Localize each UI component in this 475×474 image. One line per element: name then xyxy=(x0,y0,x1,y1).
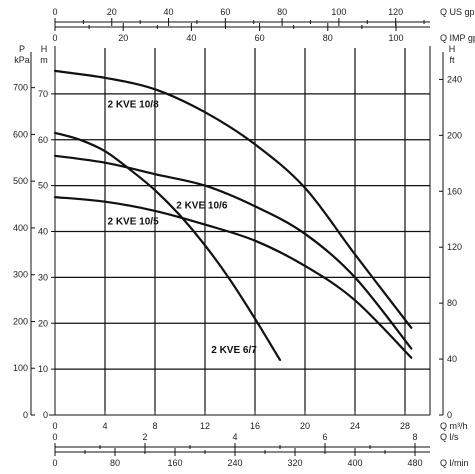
m-tick-label: 70 xyxy=(38,89,48,99)
axes: 010203040506070Hm0100200300400500600700P… xyxy=(13,7,475,468)
usgpm-tick-label: 20 xyxy=(107,7,117,17)
kpa-tick-label: 500 xyxy=(13,176,28,186)
m-tick-label: 50 xyxy=(38,181,48,191)
kpa-tick-label: 600 xyxy=(13,129,28,139)
m3h-tick-label: 16 xyxy=(250,421,260,431)
m3h-tick-label: 0 xyxy=(52,421,57,431)
ft-tick-label: 160 xyxy=(447,186,462,196)
curve-2-kve-10-6 xyxy=(53,154,413,350)
m3h-tick-label: 12 xyxy=(200,421,210,431)
lmin-tick-label: 0 xyxy=(52,458,57,468)
impgpm-tick-label: 100 xyxy=(388,33,403,43)
curves xyxy=(53,69,413,361)
curve-2-kve-10-5 xyxy=(53,196,413,359)
ls-tick-label: 6 xyxy=(322,432,327,442)
impgpm-tick-label: 40 xyxy=(186,33,196,43)
impgpm-unit: Q IMP gpm xyxy=(440,33,475,43)
usgpm-tick-label: 0 xyxy=(52,7,57,17)
kpa-tick-label: 300 xyxy=(13,270,28,280)
curve-label: 2 KVE 10/6 xyxy=(176,201,228,212)
kpa-tick-label: 0 xyxy=(23,410,28,420)
lmin-tick-label: 240 xyxy=(227,458,242,468)
m-tick-label: 40 xyxy=(38,227,48,237)
m-tick-label: 60 xyxy=(38,135,48,145)
ft-tick-label: 40 xyxy=(447,354,457,364)
lmin-unit: Q l/min xyxy=(440,458,469,468)
usgpm-tick-label: 120 xyxy=(388,7,403,17)
m3h-tick-label: 24 xyxy=(350,421,360,431)
kpa-unit-bottom: kPa xyxy=(14,55,30,65)
impgpm-tick-label: 80 xyxy=(323,33,333,43)
usgpm-tick-label: 100 xyxy=(331,7,346,17)
m-tick-label: 30 xyxy=(38,272,48,282)
grid xyxy=(55,48,430,411)
ft-tick-label: 0 xyxy=(447,410,452,420)
ls-tick-label: 2 xyxy=(142,432,147,442)
m3h-tick-label: 20 xyxy=(300,421,310,431)
ls-unit: Q l/s xyxy=(440,432,459,442)
m-tick-label: 10 xyxy=(38,364,48,374)
m-unit-bottom: m xyxy=(40,55,48,65)
curve-label: 2 KVE 10/5 xyxy=(108,217,160,228)
lmin-tick-label: 480 xyxy=(407,458,422,468)
usgpm-tick-label: 40 xyxy=(164,7,174,17)
ft-unit-top: H xyxy=(449,44,456,54)
ft-tick-label: 200 xyxy=(447,130,462,140)
ls-tick-label: 8 xyxy=(412,432,417,442)
lmin-tick-label: 400 xyxy=(347,458,362,468)
impgpm-tick-label: 0 xyxy=(52,33,57,43)
usgpm-unit: Q US gpm xyxy=(440,7,475,17)
impgpm-tick-label: 60 xyxy=(255,33,265,43)
kpa-tick-label: 100 xyxy=(13,363,28,373)
curve-2-kve-6-7 xyxy=(53,131,282,361)
ft-unit-bottom: ft xyxy=(449,55,455,65)
ls-tick-label: 0 xyxy=(52,432,57,442)
kpa-tick-label: 700 xyxy=(13,83,28,93)
lmin-tick-label: 320 xyxy=(287,458,302,468)
m3h-tick-label: 8 xyxy=(152,421,157,431)
curve-label: 2 KVE 10/8 xyxy=(108,100,160,111)
m-tick-label: 0 xyxy=(43,410,48,420)
m3h-tick-label: 4 xyxy=(102,421,107,431)
kpa-tick-label: 200 xyxy=(13,316,28,326)
m3h-unit: Q m³/h xyxy=(440,421,468,431)
ls-tick-label: 4 xyxy=(232,432,237,442)
curve-labels: 2 KVE 10/8 2 KVE 10/6 2 KVE 10/5 2 KVE 6/7 xyxy=(108,100,258,356)
m3h-tick-label: 28 xyxy=(400,421,410,431)
lmin-tick-label: 80 xyxy=(110,458,120,468)
curve-label: 2 KVE 6/7 xyxy=(211,345,257,356)
lmin-tick-label: 160 xyxy=(167,458,182,468)
usgpm-tick-label: 60 xyxy=(220,7,230,17)
kpa-unit-top: P xyxy=(19,44,25,54)
m-tick-label: 20 xyxy=(38,318,48,328)
usgpm-tick-label: 80 xyxy=(277,7,287,17)
ft-tick-label: 240 xyxy=(447,74,462,84)
m-unit-top: H xyxy=(41,44,48,54)
kpa-tick-label: 400 xyxy=(13,223,28,233)
ft-tick-label: 80 xyxy=(447,298,457,308)
ft-tick-label: 120 xyxy=(447,242,462,252)
curve-2-kve-10-8 xyxy=(53,69,413,329)
impgpm-tick-label: 20 xyxy=(118,33,128,43)
